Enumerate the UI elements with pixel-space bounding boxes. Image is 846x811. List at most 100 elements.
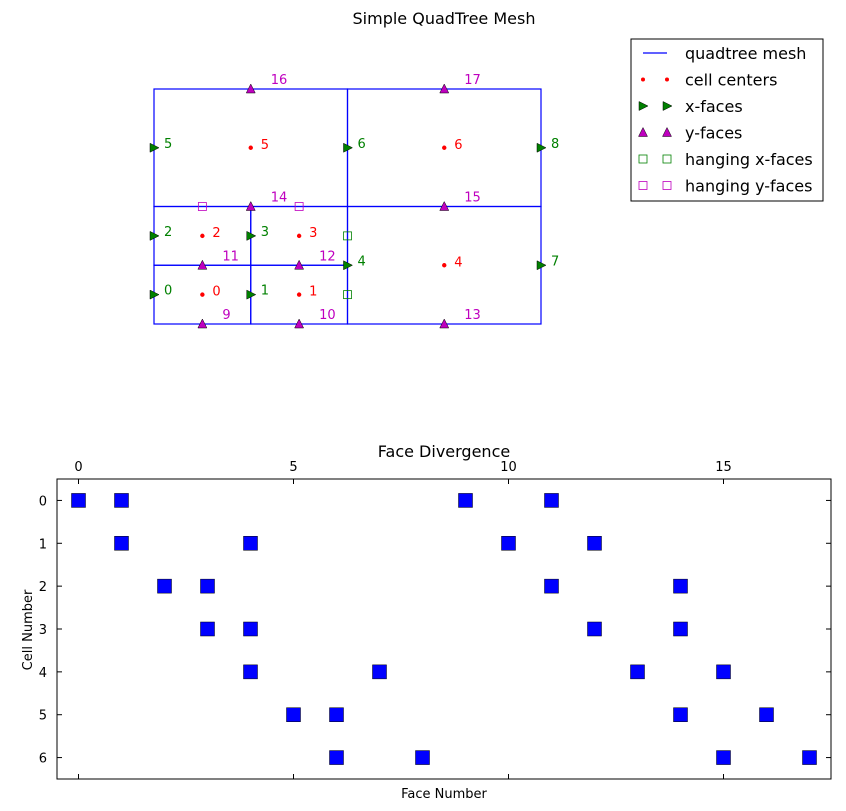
y-tick-label-3: 3 xyxy=(39,623,47,638)
y-face-9 xyxy=(197,318,208,329)
divergence-marker-cell0-face9 xyxy=(458,493,473,508)
legend-label: x-faces xyxy=(685,97,743,116)
x-face-label-8: 8 xyxy=(551,137,559,152)
y-face-label-13: 13 xyxy=(464,308,481,323)
cell-center-label-5: 5 xyxy=(261,138,269,153)
y-tick-label-6: 6 xyxy=(39,752,47,767)
divergence-markers xyxy=(71,493,817,765)
cell-center-label-0: 0 xyxy=(212,285,220,300)
divergence-marker-cell4-face4 xyxy=(243,664,258,680)
legend-swatch xyxy=(638,154,648,164)
cell-center-label-4: 4 xyxy=(454,255,462,270)
divergence-marker-cell4-face15 xyxy=(716,664,731,680)
hanging-y-faces-group xyxy=(197,202,304,211)
x-face-6 xyxy=(343,142,354,153)
divergence-marker-cell2-face3 xyxy=(200,578,215,594)
y-face-label-16: 16 xyxy=(271,73,288,88)
legend-swatch xyxy=(662,181,672,190)
y-face-16 xyxy=(245,83,256,94)
y-face-label-10: 10 xyxy=(319,308,336,323)
legend-label: y-faces xyxy=(685,124,742,143)
cell-centers-group: 0 12 345 6 xyxy=(200,138,463,300)
divergence-marker-cell1-face12 xyxy=(587,536,602,551)
cell-center-label-6: 6 xyxy=(454,138,462,153)
x-face-7 xyxy=(536,260,547,271)
divergence-marker-cell6-face15 xyxy=(716,750,731,765)
cell-center-3 xyxy=(296,233,302,239)
divergence-marker-cell6-face17 xyxy=(802,750,817,765)
legend-swatch xyxy=(641,77,645,82)
y-face-label-14: 14 xyxy=(271,191,288,206)
divergence-plot-frame xyxy=(56,478,832,780)
x-tick-label-15: 15 xyxy=(715,460,732,475)
y-face-12 xyxy=(294,259,305,270)
hanging-y-face-1 xyxy=(294,202,304,211)
y-face-17 xyxy=(439,83,450,94)
divergence-chart-title: Face Divergence xyxy=(378,442,510,461)
divergence-marker-cell3-face14 xyxy=(673,621,688,637)
x-face-label-0: 0 xyxy=(164,284,172,299)
x-tick-label-0: 0 xyxy=(74,460,82,475)
cell-center-label-1: 1 xyxy=(309,285,317,300)
x-face-label-5: 5 xyxy=(164,137,172,152)
hanging-x-faces-group xyxy=(343,231,352,300)
divergence-x-ticks: 0 5 10 15 xyxy=(74,460,732,779)
legend-entry-4: hanging x-faces xyxy=(638,150,813,169)
x-tick-label-5: 5 xyxy=(289,460,297,475)
y-face-11 xyxy=(197,259,208,270)
x-face-label-1: 1 xyxy=(261,284,269,299)
x-face-label-3: 3 xyxy=(261,225,269,240)
y-face-label-12: 12 xyxy=(319,249,336,264)
mesh-legend: quadtree mesh cell centers x-faces y-faces h… xyxy=(630,38,824,202)
legend-label: cell centers xyxy=(685,71,777,90)
divergence-marker-cell4-face7 xyxy=(372,664,387,680)
divergence-chart: Face Divergence 0 5 10 15 0 1 2 3 4 5 6 Face Numb… xyxy=(21,442,832,802)
hanging-x-face-1 xyxy=(343,231,352,241)
legend-label: quadtree mesh xyxy=(685,44,806,63)
y-face-label-15: 15 xyxy=(464,191,481,206)
y-tick-label-0: 0 xyxy=(39,494,47,509)
cell-center-1 xyxy=(296,292,302,297)
x-face-2 xyxy=(149,230,160,241)
legend-swatch xyxy=(665,77,669,82)
divergence-marker-cell5-face16 xyxy=(759,707,774,722)
divergence-marker-cell5-face5 xyxy=(286,707,301,722)
divergence-marker-cell1-face1 xyxy=(114,536,129,551)
x-face-label-2: 2 xyxy=(164,225,172,240)
divergence-marker-cell0-face11 xyxy=(544,493,559,508)
legend-label: hanging y-faces xyxy=(685,177,812,196)
legend-swatch xyxy=(638,101,649,111)
y-face-label-17: 17 xyxy=(464,73,481,88)
mesh-chart: Simple QuadTree Mesh 0 12 345 6 0 12 345 678 9… xyxy=(149,9,559,329)
y-face-14 xyxy=(245,200,256,211)
legend-swatch xyxy=(638,126,648,137)
y-tick-label-4: 4 xyxy=(39,666,47,681)
divergence-marker-cell5-face6 xyxy=(329,707,344,722)
y-tick-label-2: 2 xyxy=(39,580,47,595)
divergence-x-axis-label: Face Number xyxy=(401,787,487,802)
divergence-y-axis-label: Cell Number xyxy=(21,589,36,670)
cell-center-label-2: 2 xyxy=(212,226,220,241)
x-face-label-4: 4 xyxy=(358,254,366,269)
x-face-4 xyxy=(343,260,354,271)
divergence-marker-cell1-face4 xyxy=(243,536,258,551)
divergence-marker-cell4-face13 xyxy=(630,664,645,680)
y-face-10 xyxy=(294,318,305,329)
legend-swatch xyxy=(662,101,673,111)
hanging-x-face-0 xyxy=(343,290,352,300)
cell-center-4 xyxy=(442,263,447,268)
y-face-label-9: 9 xyxy=(222,308,230,323)
cell-center-5 xyxy=(248,145,253,150)
x-face-5 xyxy=(149,142,160,153)
x-tick-label-10: 10 xyxy=(500,460,517,475)
divergence-y-ticks: 0 1 2 3 4 5 6 xyxy=(39,494,831,767)
legend-entries: quadtree mesh cell centers x-faces y-faces h… xyxy=(638,44,813,196)
divergence-marker-cell3-face3 xyxy=(200,621,215,637)
x-faces-group: 0 12 345 678 xyxy=(149,137,559,300)
divergence-marker-cell3-face4 xyxy=(243,621,258,637)
legend-swatch xyxy=(638,181,648,190)
y-face-13 xyxy=(439,318,450,329)
legend-label: hanging x-faces xyxy=(685,150,813,169)
